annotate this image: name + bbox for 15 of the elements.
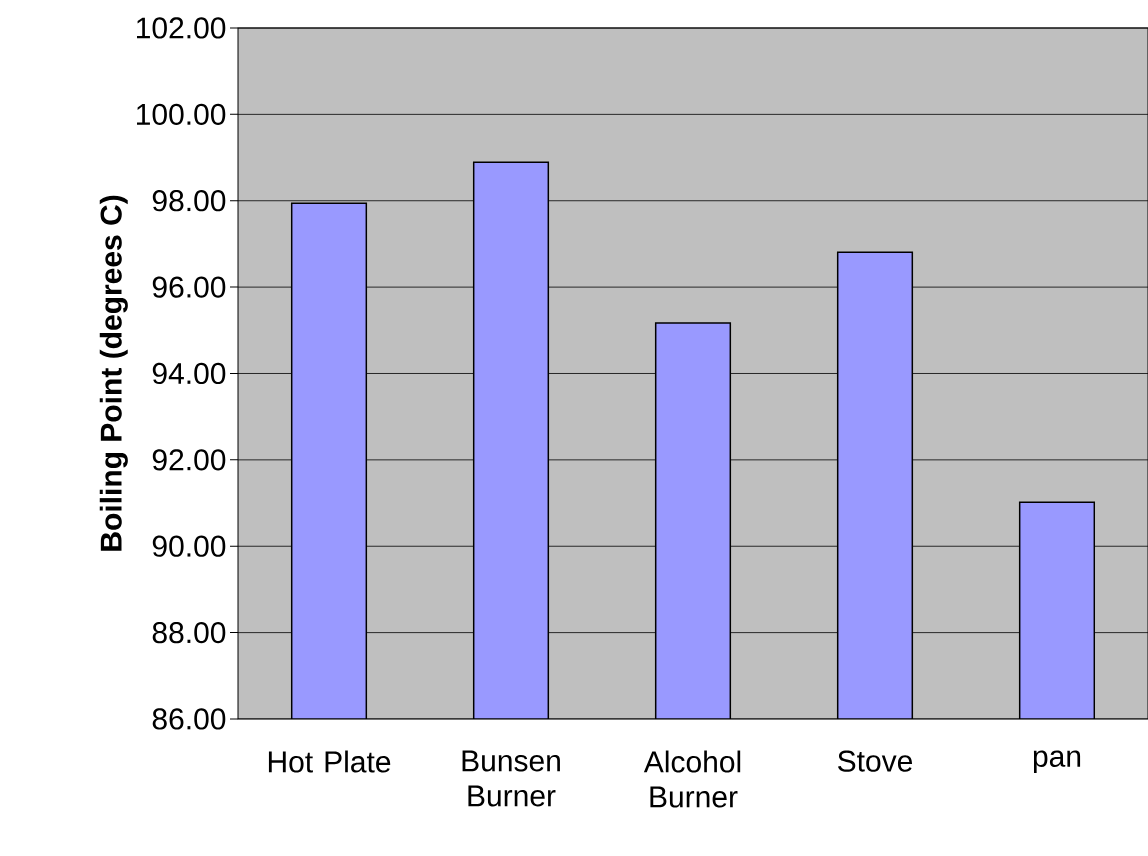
x-tick-label: Alcohol Burner xyxy=(643,750,741,808)
x-tick-label: Bunsen Burner xyxy=(462,750,560,807)
x-tick-label: pan xyxy=(1033,750,1081,773)
y-tick-label: 88.00 xyxy=(152,621,226,644)
y-tick-label: 92.00 xyxy=(152,449,226,471)
x-tick-label: Stove xyxy=(838,750,913,772)
y-tick-label: 98.00 xyxy=(152,190,226,212)
y-tick-label: 94.00 xyxy=(152,362,226,385)
x-tick-label: Hot Plate xyxy=(268,750,391,773)
y-tick-label: 96.00 xyxy=(152,276,226,298)
y-tick-label: 86.00 xyxy=(152,708,226,730)
y-tick-label: 90.00 xyxy=(152,535,226,557)
y-tick-label: 100.00 xyxy=(137,103,226,125)
y-tick-label: 102.00 xyxy=(137,17,226,39)
y-axis-title: Boiling Point (degrees C) xyxy=(99,195,128,551)
